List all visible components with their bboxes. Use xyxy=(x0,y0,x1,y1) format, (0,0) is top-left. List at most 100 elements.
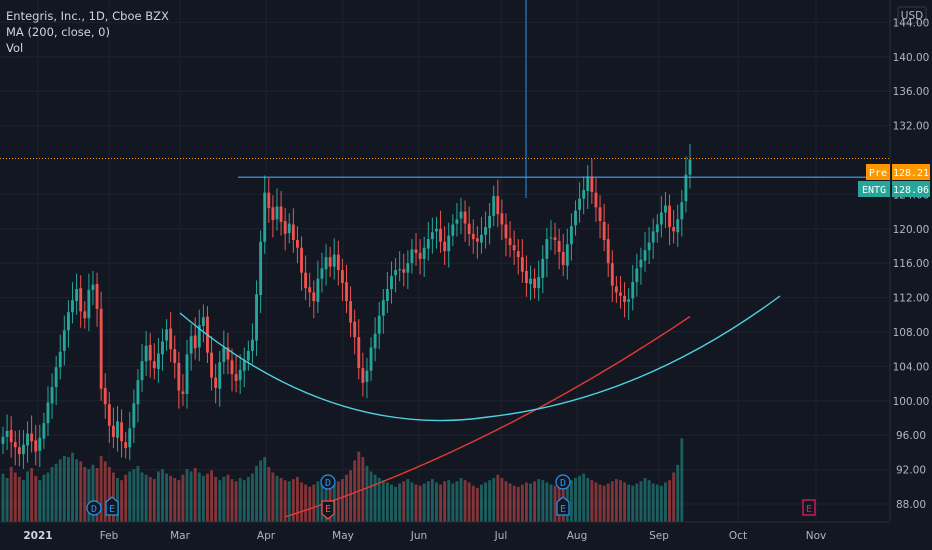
candle xyxy=(136,368,140,423)
volume-bar xyxy=(447,480,451,522)
volume-bar xyxy=(136,465,140,522)
volume-bar xyxy=(672,472,676,522)
candle xyxy=(672,209,676,244)
candle xyxy=(398,251,402,282)
volume-bar xyxy=(271,472,275,522)
volume-bar xyxy=(58,459,62,522)
volume-bar xyxy=(373,474,377,522)
candlesticks xyxy=(1,144,692,469)
volume-bar xyxy=(189,471,193,522)
volume-bar xyxy=(111,472,115,522)
earnings-marker[interactable]: E xyxy=(321,500,335,520)
volume-bar xyxy=(623,482,627,522)
time-label-mar: Mar xyxy=(170,530,190,542)
time-axis-panel[interactable] xyxy=(0,522,932,550)
volume-bar xyxy=(533,481,537,522)
volume-bar xyxy=(295,476,299,522)
candle xyxy=(320,252,324,293)
symbol-title[interactable]: Entegris, Inc., 1D, Cboe BZX xyxy=(6,9,169,23)
volume-indicator-label[interactable]: Vol xyxy=(6,41,24,55)
earnings-marker[interactable]: E xyxy=(105,496,119,516)
time-label-apr: Apr xyxy=(257,530,276,542)
candle xyxy=(71,282,74,324)
volume-bar xyxy=(62,456,66,522)
event-markers[interactable]: D E D E D E E xyxy=(86,474,816,520)
dividend-marker[interactable]: D xyxy=(555,474,571,490)
candle xyxy=(218,350,222,407)
candle xyxy=(38,424,42,468)
candle xyxy=(308,272,312,308)
candle xyxy=(574,200,577,236)
volume-bar xyxy=(541,480,545,522)
volume-bar xyxy=(594,482,598,522)
candle xyxy=(357,319,361,380)
volume-bar xyxy=(30,468,34,522)
candle xyxy=(132,389,136,443)
currency-box[interactable] xyxy=(897,6,927,24)
volume-bar xyxy=(1,473,5,522)
candle xyxy=(655,214,659,243)
dividend-marker[interactable]: D xyxy=(86,500,102,516)
candle xyxy=(349,286,353,338)
volume-bar xyxy=(459,478,463,522)
volume-bar xyxy=(545,482,549,522)
candle xyxy=(688,144,692,189)
candle xyxy=(381,289,385,334)
price-axis-label: 136.00 xyxy=(893,86,930,98)
candle xyxy=(267,178,271,223)
volume-bar xyxy=(275,475,279,522)
candle xyxy=(332,238,336,280)
candle xyxy=(83,301,87,329)
ma-indicator-label[interactable]: MA (200, close, 0) xyxy=(6,25,110,39)
volume-bar xyxy=(549,484,553,522)
volume-bar xyxy=(312,484,316,522)
candle xyxy=(647,227,651,265)
candle xyxy=(230,348,234,392)
volume-bar xyxy=(627,484,631,522)
volume-bar xyxy=(279,478,283,522)
candle xyxy=(435,216,438,249)
earnings-marker[interactable]: E xyxy=(556,496,570,516)
volume-bar xyxy=(484,482,487,522)
volume-bar xyxy=(586,478,590,522)
candle xyxy=(312,280,316,319)
svg-text:E: E xyxy=(109,504,115,515)
volume-bar xyxy=(120,480,124,522)
volume-bar xyxy=(345,474,348,522)
candle xyxy=(336,240,340,286)
candle xyxy=(455,203,459,237)
volume-bar xyxy=(582,473,586,522)
volume-bar xyxy=(643,478,647,522)
time-label-jun: Jun xyxy=(410,530,427,542)
volume-bar xyxy=(263,457,267,522)
candle xyxy=(365,357,369,399)
candle xyxy=(529,265,532,301)
volume-bar xyxy=(255,465,258,522)
candle xyxy=(283,208,287,251)
volume-bar xyxy=(569,480,573,522)
volume-bar xyxy=(475,487,479,522)
time-label-aug: Aug xyxy=(567,530,588,542)
candle xyxy=(377,301,381,350)
candle xyxy=(353,309,357,355)
candle xyxy=(124,431,128,459)
candle xyxy=(128,411,132,461)
volume-bar xyxy=(66,457,70,522)
candle xyxy=(500,199,504,240)
svg-text:E: E xyxy=(806,504,812,515)
cup-drawing-curve[interactable] xyxy=(179,295,781,422)
volume-bar xyxy=(267,467,271,522)
volume-bar xyxy=(124,474,128,522)
volume-bar xyxy=(201,475,205,522)
dividend-marker[interactable]: D xyxy=(320,474,336,490)
volume-bar xyxy=(647,480,651,522)
candle xyxy=(345,264,348,314)
last-price-tag: ENTG 128.06 xyxy=(858,181,930,197)
volume-bar xyxy=(655,484,659,522)
candle xyxy=(385,271,389,314)
price-axis-panel[interactable] xyxy=(890,0,932,522)
candle xyxy=(255,280,258,357)
candle xyxy=(295,226,299,264)
upcoming-earnings-marker[interactable]: E xyxy=(802,499,816,516)
